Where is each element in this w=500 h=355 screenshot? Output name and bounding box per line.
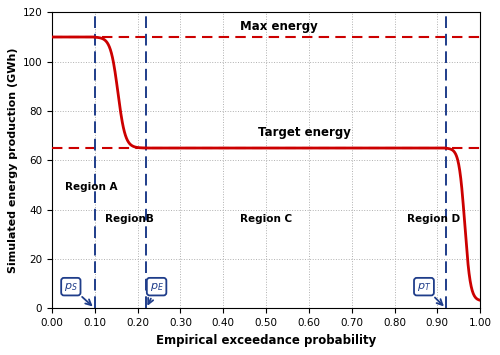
Text: $p_S$: $p_S$ xyxy=(64,281,91,305)
Text: Max energy: Max energy xyxy=(240,20,318,33)
Text: Region C: Region C xyxy=(240,214,292,224)
X-axis label: Empirical exceedance probability: Empirical exceedance probability xyxy=(156,334,376,347)
Text: Target energy: Target energy xyxy=(258,126,351,139)
Y-axis label: Simulated energy production (GWh): Simulated energy production (GWh) xyxy=(8,48,18,273)
Text: Region A: Region A xyxy=(65,182,118,192)
Text: Region D: Region D xyxy=(408,214,461,224)
Text: $p_T$: $p_T$ xyxy=(417,281,442,305)
Text: $p_E$: $p_E$ xyxy=(148,281,164,304)
Text: RegionB: RegionB xyxy=(106,214,154,224)
